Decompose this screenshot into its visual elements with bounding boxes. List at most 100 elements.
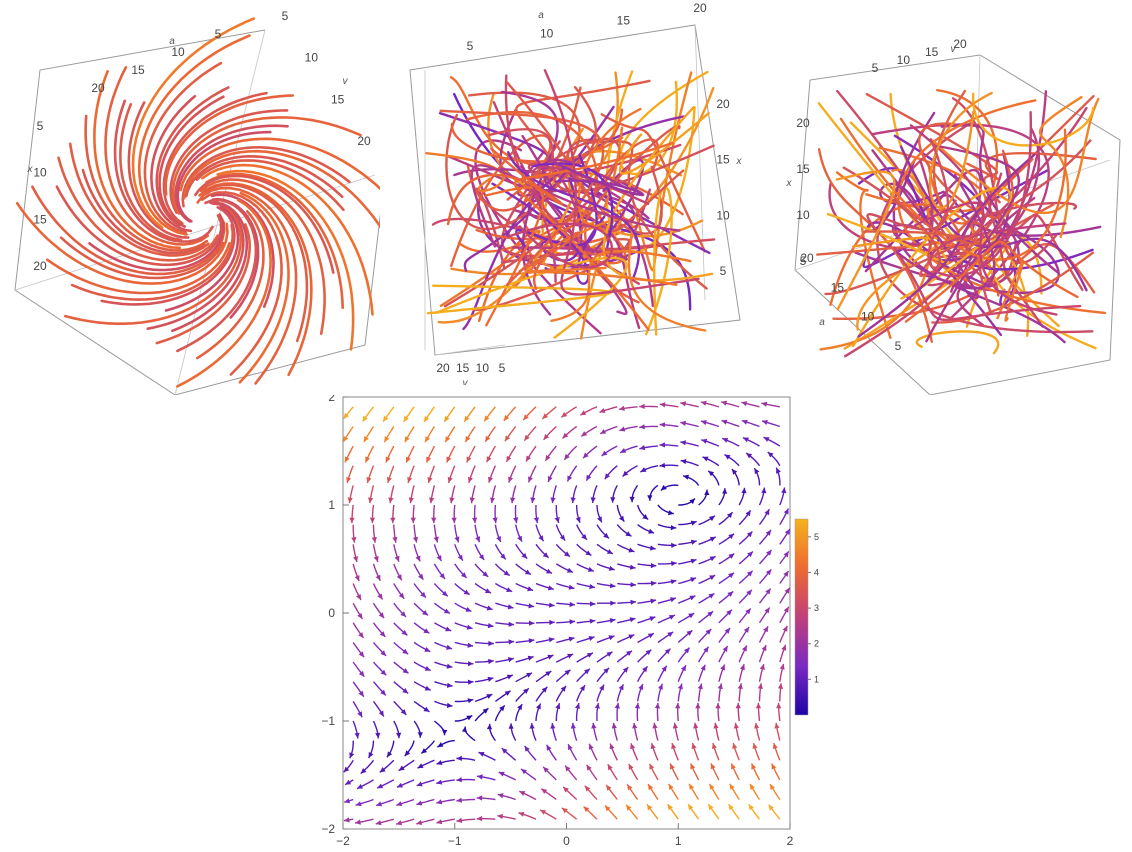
stream-arrowhead <box>487 676 494 682</box>
stream-arrowhead <box>358 651 365 658</box>
stream-arrowhead <box>519 791 526 796</box>
stream-arrowhead <box>513 517 519 524</box>
stream-arrowhead <box>688 613 695 619</box>
stream-arrowhead <box>717 683 723 690</box>
streamline <box>996 260 1025 322</box>
stream-arrowhead <box>658 683 663 690</box>
stream-arrowhead <box>594 703 600 709</box>
stream-arrowhead <box>343 435 349 442</box>
stream-arrowhead <box>488 476 493 483</box>
stream-arrowhead <box>443 608 450 614</box>
stream-arrowhead <box>416 800 423 806</box>
stream-arrowhead <box>380 669 387 676</box>
stream-arrowhead <box>378 612 385 619</box>
stream-arrowhead <box>486 605 493 611</box>
streamline <box>904 240 1079 323</box>
axis-a-tick: 20 <box>693 1 707 15</box>
stream-arrowhead <box>507 657 514 663</box>
stream-arrowhead <box>671 743 677 750</box>
streamline <box>104 66 210 246</box>
streamline <box>143 61 223 234</box>
stream-arrowhead <box>630 743 636 750</box>
stream-arrowhead <box>626 804 632 811</box>
stream-arrowhead <box>690 539 697 545</box>
stream-arrowhead <box>546 568 552 574</box>
stream-arrowhead <box>567 653 574 659</box>
stream-arrowhead <box>486 456 492 463</box>
stream-arrowhead <box>362 415 368 422</box>
stream-arrowhead <box>423 628 430 634</box>
stream-arrowhead <box>735 702 741 709</box>
streamline <box>46 242 231 295</box>
stream-arrowhead <box>442 590 448 597</box>
stream-arrowhead <box>622 667 629 673</box>
axis-x-label: x <box>736 156 743 167</box>
stream-arrowhead <box>715 702 721 709</box>
stream-arrowhead <box>524 745 530 752</box>
stream-arrowhead <box>650 598 657 604</box>
stream-arrowhead <box>358 690 364 697</box>
stream-arrowhead <box>745 608 751 615</box>
axis-v-tick: 20 <box>357 134 371 148</box>
stream-arrowhead <box>488 658 494 665</box>
stream-arrowhead <box>748 804 754 811</box>
stream-arrowhead <box>746 453 753 459</box>
stream-arrowhead <box>457 554 463 561</box>
streamline <box>463 105 615 272</box>
stream-arrowhead <box>754 722 760 729</box>
colorbar-tick-label: 5 <box>814 532 819 542</box>
axis-x-label: x <box>27 164 34 175</box>
stream-arrowhead <box>400 709 407 715</box>
stream-arrowhead <box>417 763 424 769</box>
stream-arrowhead <box>755 702 762 709</box>
stream-arrowhead <box>424 666 431 671</box>
stream-arrowhead <box>442 729 448 736</box>
stream-arrowhead <box>609 583 616 589</box>
streamline <box>879 182 945 223</box>
stream-arrowhead <box>640 467 647 472</box>
stream-arrowhead <box>588 636 595 641</box>
stream-2d-plot: −2 −1 0 1 2 −2 −1 0 1 2 1 2 3 4 5 <box>321 395 819 848</box>
stream-arrowhead <box>412 536 418 543</box>
stream-arrowhead <box>575 516 581 523</box>
stream-arrowhead <box>689 783 695 790</box>
stream-arrowhead <box>783 571 789 577</box>
stream-arrowhead <box>456 777 462 783</box>
stream-arrowhead <box>709 515 715 522</box>
stream-arrowhead <box>741 401 748 407</box>
axis-v-tick: 5 <box>282 9 289 23</box>
streamline <box>155 86 230 227</box>
stream-arrowhead <box>710 763 716 770</box>
streamline <box>216 169 355 351</box>
stream-arrowhead <box>486 694 493 699</box>
stream-arrowhead <box>396 732 402 739</box>
streamline <box>507 151 641 281</box>
stream-arrowhead <box>728 572 734 579</box>
stream-arrowhead <box>731 763 736 770</box>
stream-arrowhead <box>504 435 511 442</box>
stream-arrowhead <box>447 476 453 483</box>
axis-v-label: v <box>463 378 469 385</box>
streamlines <box>342 400 791 826</box>
stream-arrowhead <box>517 704 523 711</box>
stream-arrowhead <box>783 508 789 515</box>
stream-arrowhead <box>445 626 452 632</box>
stream-arrowhead <box>689 498 695 505</box>
stream-arrowhead <box>384 436 390 443</box>
stream-arrowhead <box>375 732 381 739</box>
stream-arrowhead <box>390 517 396 524</box>
colorbar: 1 2 3 4 5 <box>794 518 819 716</box>
streamline <box>196 210 265 360</box>
stream-arrowhead <box>618 684 624 691</box>
streamline <box>81 168 206 255</box>
axis-x-tick: 5 <box>720 264 727 278</box>
stream-arrowhead <box>406 456 411 463</box>
streamlines <box>15 17 380 388</box>
stream-arrowhead <box>680 401 687 407</box>
stream-arrowhead <box>345 779 352 785</box>
stream-arrowhead <box>583 806 590 813</box>
streamline <box>15 202 229 285</box>
stream-arrowhead <box>538 535 544 542</box>
stream-arrowhead <box>356 594 361 600</box>
stream-arrowhead <box>482 571 489 577</box>
